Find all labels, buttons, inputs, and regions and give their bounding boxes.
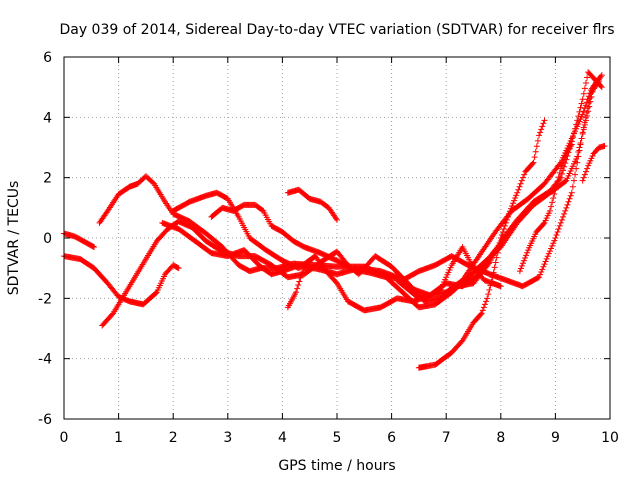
y-tick-label: 4 [43,110,52,126]
series-markers [579,142,608,184]
y-tick-label: -2 [38,291,52,307]
x-tick-label: 3 [223,430,232,446]
y-tick-label: 6 [43,50,52,66]
series-track-12 [516,141,575,275]
grid-lines [64,57,610,419]
series-track-13 [579,142,608,184]
series-markers [284,186,340,223]
series-markers [394,244,504,302]
series-track-6 [208,72,605,311]
x-tick-label: 0 [60,430,69,446]
series-markers [159,75,603,299]
series-markers [284,253,319,311]
y-tick-label: -6 [38,412,52,428]
series-track-10 [394,244,504,302]
x-tick-label: 8 [496,430,505,446]
y-axis-label: SDTVAR / TECUs [6,181,22,296]
x-axis-label: GPS time / hours [278,458,395,474]
x-tick-label: 6 [387,430,396,446]
series-track-8 [284,186,340,223]
series-track-5 [159,75,603,299]
y-tick-label: 2 [43,171,52,187]
series-track-11 [415,117,548,371]
x-tick-label: 1 [114,430,123,446]
x-tick-label: 2 [169,430,178,446]
x-tick-label: 10 [601,430,619,446]
x-tick-label: 5 [333,430,342,446]
series-track-9 [284,253,319,311]
x-tick-label: 9 [551,430,560,446]
x-tick-label: 7 [442,430,451,446]
y-tick-label: 0 [43,231,52,247]
series-markers [208,72,605,311]
chart-title: Day 039 of 2014, Sidereal Day-to-day VTE… [59,22,614,38]
series-markers [415,117,548,371]
series-markers [516,141,575,275]
data-series [61,69,608,371]
y-tick-label: -4 [38,352,52,368]
axis-ticks: 0 1 2 3 4 5 6 7 8 9 10 -6 -4 -2 0 2 4 6 [38,50,619,446]
series-markers [61,230,98,251]
x-tick-label: 4 [278,430,287,446]
series-track-1 [61,230,98,251]
